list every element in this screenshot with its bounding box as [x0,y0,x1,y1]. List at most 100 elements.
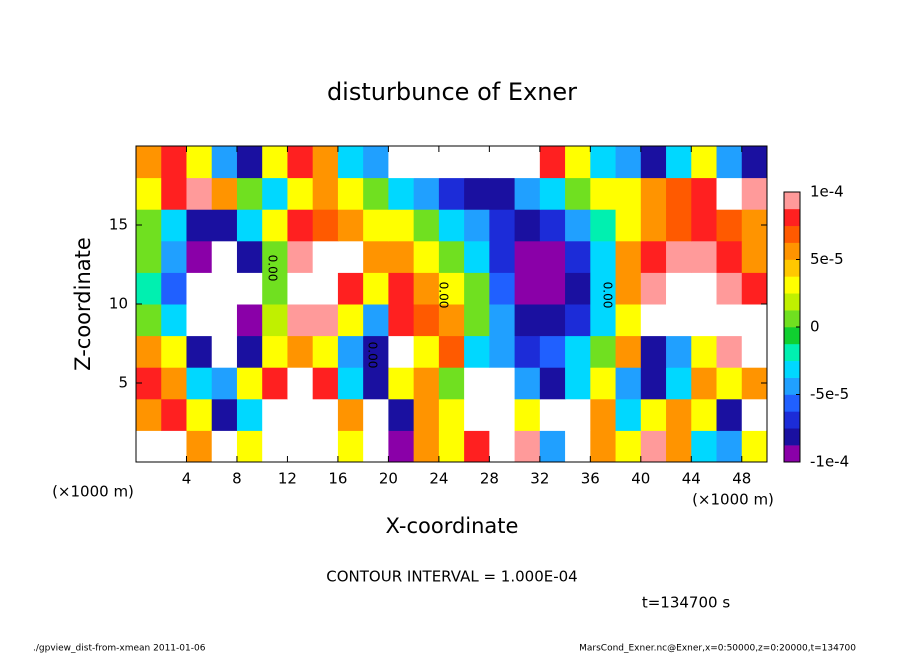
x-tick-label: 8 [232,470,242,488]
heat-cell [161,367,187,400]
colorbar-swatch [784,343,800,362]
x-tick-label: 24 [429,470,448,488]
heat-cell [136,304,162,337]
heat-cell [489,209,516,242]
heat-cell [716,430,743,463]
heat-cell [514,209,541,242]
contour-label: 0.00 [366,342,380,369]
heat-cell [363,146,389,179]
heat-cell [413,177,440,210]
heat-cell [262,304,288,337]
colorbar-swatch [784,360,800,378]
heat-cell [716,146,743,179]
heat-cell [716,272,743,305]
heat-cell [337,367,364,400]
heat-cell [337,146,364,179]
colorbar-tick-label: -1e-4 [810,453,849,471]
heat-cell [539,398,566,431]
heat-cell [489,146,516,179]
heat-cell [287,209,314,242]
heat-cell [640,240,667,273]
x-axis-label: X-coordinate [386,514,519,538]
heat-cell [464,272,490,305]
heat-cell [236,177,263,210]
heat-cell [262,367,288,400]
heat-cell [590,398,617,431]
heat-cell [262,430,288,463]
heat-cell [413,146,440,179]
heat-cell [666,398,692,431]
y-unit: (×1000 m) [52,483,134,501]
heat-cell [438,209,465,242]
colorbar-swatch [784,394,800,412]
heat-cell [615,367,642,400]
heat-cell [413,240,440,273]
heat-cell [640,209,667,242]
heat-cell [186,367,213,400]
heat-cell [363,430,389,463]
heat-cell [514,398,541,431]
footer-left: ./gpview_dist-from-xmean 2011-01-06 [33,644,206,654]
heat-cell [565,367,591,400]
heat-cell [489,272,516,305]
y-tick-label: 5 [118,374,128,392]
heat-cell [413,272,440,305]
heat-cell [590,335,617,368]
heat-cell [539,146,566,179]
colorbar-swatch [784,428,800,446]
heat-cell [615,209,642,242]
heat-cell [590,209,617,242]
heat-cell [640,272,667,305]
heat-cell [666,240,692,273]
heat-cell [312,240,339,273]
colorbar-swatch [784,208,800,227]
heat-cell [514,177,541,210]
x-tick-label: 44 [682,470,701,488]
heat-cell [287,240,314,273]
heat-cell [615,398,642,431]
heat-cell [262,209,288,242]
heat-cell [363,367,389,400]
colorbar-swatch [784,225,800,243]
heat-cell [464,430,490,463]
heat-cell [565,209,591,242]
heat-cell [388,304,415,337]
heat-cell [161,304,187,337]
heat-cell [388,367,415,400]
heat-cell [236,335,263,368]
x-tick-label: 4 [182,470,192,488]
heat-cell [413,398,440,431]
heat-cell [514,304,541,337]
heat-cell [590,240,617,273]
heat-cell [262,335,288,368]
heat-cell [716,209,743,242]
heat-cell [136,398,162,431]
heat-cell [640,335,667,368]
heat-cell [716,240,743,273]
heat-cell [666,177,692,210]
heat-cell [388,272,415,305]
heat-cell [489,430,516,463]
heat-cell [388,209,415,242]
heat-cell [211,430,238,463]
heat-cell [615,335,642,368]
heat-cell [413,430,440,463]
heat-cell [666,272,692,305]
heat-cell [514,367,541,400]
heat-cell [565,335,591,368]
heat-cell [262,272,288,305]
heat-cell [262,398,288,431]
heat-cell [565,272,591,305]
heat-cell [438,272,465,305]
heat-cell [590,367,617,400]
heat-cell [211,398,238,431]
heat-cell [312,177,339,210]
heat-cell [691,209,718,242]
x-tick-label: 40 [631,470,650,488]
heat-cell [136,240,162,273]
heat-cell [438,146,465,179]
heat-cell [312,430,339,463]
heat-cell [161,272,187,305]
heat-cell [287,304,314,337]
heat-cell [287,335,314,368]
